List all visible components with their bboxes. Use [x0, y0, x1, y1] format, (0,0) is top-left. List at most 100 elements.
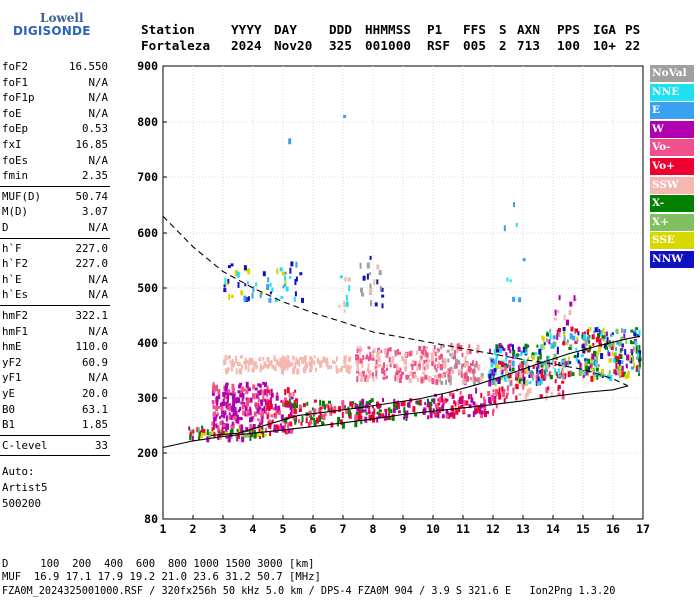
- echo-point: [288, 394, 291, 398]
- echo-point: [546, 364, 549, 370]
- echo-point: [208, 436, 211, 440]
- echo-point: [289, 276, 292, 279]
- echo-point: [427, 401, 430, 408]
- echo-point: [365, 401, 369, 408]
- echo-point: [283, 365, 286, 371]
- echo-point: [365, 374, 368, 378]
- echo-point: [560, 371, 564, 378]
- echo-point: [470, 397, 474, 403]
- echo-point: [540, 372, 543, 379]
- echo-point: [583, 333, 587, 339]
- echo-point: [381, 367, 385, 374]
- echo-point: [548, 339, 551, 345]
- echo-point: [441, 414, 445, 419]
- echo-point: [608, 370, 611, 375]
- echo-point: [266, 398, 269, 403]
- echo-point: [243, 265, 247, 271]
- echo-point: [465, 362, 469, 367]
- echo-point: [465, 400, 469, 406]
- echo-point: [222, 402, 225, 407]
- echo-point: [540, 363, 544, 368]
- echo-point: [227, 279, 230, 284]
- echo-point: [234, 410, 238, 416]
- echo-point: [329, 410, 333, 416]
- echo-point: [391, 414, 395, 421]
- echo-point: [457, 399, 460, 406]
- echo-point: [433, 398, 436, 405]
- echo-point: [236, 362, 239, 367]
- x-tick-label: 7: [340, 522, 347, 536]
- echo-point: [318, 361, 322, 366]
- echo-point: [292, 368, 296, 375]
- echo-point: [268, 419, 271, 424]
- echo-point: [225, 394, 227, 398]
- echo-point: [361, 371, 364, 374]
- echo-point: [284, 389, 287, 396]
- echo-point: [361, 398, 365, 405]
- echo-point: [461, 399, 464, 403]
- legend-item-w: W: [650, 120, 694, 138]
- echo-point: [405, 410, 409, 414]
- echo-point: [427, 415, 430, 420]
- echo-point: [250, 416, 254, 422]
- echo-point: [506, 385, 509, 392]
- echo-point: [391, 360, 395, 364]
- param-name: hmF2: [2, 309, 29, 322]
- echo-point: [369, 355, 372, 361]
- echo-point: [405, 416, 408, 421]
- echo-point: [509, 374, 512, 379]
- echo-point: [438, 396, 441, 403]
- echo-point: [224, 385, 228, 392]
- echo-point: [236, 432, 240, 439]
- echo-point: [544, 368, 548, 373]
- echo-point: [282, 285, 285, 289]
- echo-point: [364, 409, 367, 413]
- echo-point: [332, 359, 335, 364]
- echo-point: [211, 427, 214, 432]
- echo-point: [293, 408, 297, 414]
- echo-point: [535, 375, 538, 382]
- echo-point: [294, 279, 297, 285]
- echo-point: [477, 364, 481, 371]
- echo-point: [241, 403, 245, 410]
- echo-point: [249, 431, 252, 437]
- echo-point: [265, 408, 268, 415]
- echo-point: [553, 317, 557, 321]
- echo-point: [264, 389, 267, 395]
- echo-point: [267, 400, 271, 404]
- echo-point: [282, 401, 284, 407]
- echo-point: [546, 332, 549, 337]
- echo-point: [313, 360, 316, 366]
- echo-point: [225, 357, 228, 360]
- echo-point: [261, 408, 265, 414]
- echo-point: [226, 398, 229, 403]
- echo-point: [265, 363, 269, 368]
- echo-point: [595, 367, 599, 372]
- echo-point: [377, 349, 381, 354]
- echo-point: [225, 435, 228, 439]
- echo-point: [495, 353, 498, 360]
- echo-point: [404, 365, 408, 371]
- echo-point: [260, 412, 263, 418]
- echo-point: [276, 409, 279, 413]
- echo-point: [635, 356, 639, 360]
- echo-point: [518, 393, 522, 396]
- y-tick-label: 900: [137, 59, 158, 73]
- echo-point: [206, 429, 209, 436]
- echo-point: [505, 395, 508, 399]
- echo-point: [463, 380, 467, 384]
- echo-point: [270, 392, 274, 398]
- echo-point: [577, 359, 580, 364]
- echo-point: [215, 406, 219, 412]
- echo-point: [519, 370, 522, 375]
- echo-point: [450, 374, 453, 379]
- echo-point: [192, 430, 195, 434]
- echo-point: [264, 433, 267, 437]
- echo-point: [522, 383, 525, 390]
- echo-point: [503, 362, 507, 366]
- echo-point: [450, 356, 453, 359]
- echo-point: [254, 432, 257, 439]
- echo-point: [433, 362, 437, 367]
- echo-point: [435, 357, 438, 362]
- echo-point: [460, 395, 464, 400]
